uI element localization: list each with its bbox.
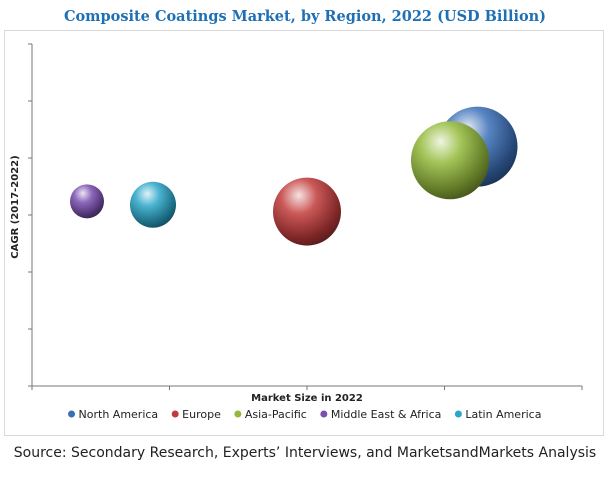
bubble-middle-east-africa <box>70 184 104 219</box>
legend-label-north-america: North America <box>79 408 159 421</box>
legend-marker-middle-east-africa <box>320 410 328 418</box>
legend-marker-asia-pacific <box>234 410 242 418</box>
bubble-europe <box>273 177 341 246</box>
axes <box>28 43 583 390</box>
bubbles <box>70 106 518 246</box>
legend-label-asia-pacific: Asia-Pacific <box>245 408 307 421</box>
legend-marker-north-america <box>68 410 76 418</box>
legend-marker-latin-america <box>454 410 462 418</box>
bubble-asia-pacific <box>411 121 489 200</box>
legend-marker-europe <box>171 410 179 418</box>
y-axis-title: CAGR (2017-2022) <box>10 155 21 258</box>
chart-frame <box>4 30 604 436</box>
chart-title: Composite Coatings Market, by Region, 20… <box>63 8 547 25</box>
legend: North America Europe Asia-Pacific Middle Ea… <box>68 408 541 421</box>
source-note: Source: Secondary Research, Experts’ Int… <box>13 445 597 461</box>
legend-label-middle-east-africa: Middle East & Africa <box>331 408 442 421</box>
legend-label-latin-america: Latin America <box>465 408 541 421</box>
x-axis-title: Market Size in 2022 <box>251 393 363 404</box>
legend-label-europe: Europe <box>182 408 221 421</box>
bubble-latin-america <box>130 181 176 228</box>
